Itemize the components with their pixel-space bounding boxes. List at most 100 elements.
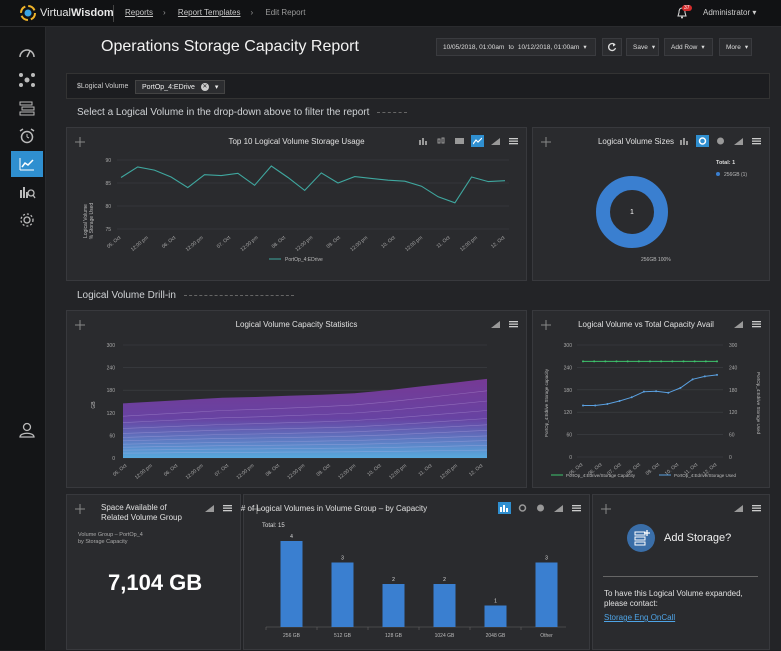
bar[interactable] [331, 562, 354, 628]
donut-chart-icon[interactable] [696, 135, 709, 147]
x-tick-label: 12:00 pm [134, 463, 154, 481]
move-handle-icon[interactable] [601, 504, 611, 514]
sidebar-item-alarms[interactable] [11, 123, 43, 149]
bar-chart-icon[interactable] [678, 135, 691, 147]
user-menu[interactable]: Administrator ▾ [703, 8, 756, 17]
used-line [583, 374, 718, 406]
sidebar-item-inventory[interactable] [11, 95, 43, 121]
x-tick-label: 08. Oct [271, 235, 288, 250]
clear-icon[interactable]: ✕ [200, 83, 209, 91]
move-handle-icon[interactable] [541, 137, 551, 147]
chevron-down-icon[interactable]: ▾ [214, 84, 219, 91]
move-handle-icon[interactable] [541, 320, 551, 330]
y-tick-label: 80 [105, 204, 111, 210]
panel-add-storage [592, 494, 770, 650]
area-chart-icon[interactable] [732, 135, 745, 147]
storage-eng-oncall-link[interactable]: Storage Eng OnCall [604, 613, 676, 622]
data-point [649, 360, 651, 363]
data-point [682, 360, 685, 363]
area-chart-icon[interactable] [203, 502, 216, 514]
sidebar-item-analytics[interactable] [11, 179, 43, 205]
menu-icon[interactable] [507, 318, 520, 330]
total-label: Total: 15 [262, 523, 285, 529]
sidebar-item-dashboard[interactable] [11, 39, 43, 65]
breadcrumb-report-templates[interactable]: Report Templates [177, 8, 241, 17]
bar-value-label: 3 [545, 556, 548, 562]
y-tick-label: 0 [112, 456, 115, 462]
move-handle-icon[interactable] [75, 504, 85, 514]
chevron-down-icon: ▾ [744, 44, 749, 51]
sidebar-item-reports[interactable] [11, 151, 43, 177]
hint-text: Select a Logical Volume in the drop-down… [77, 107, 408, 118]
menu-icon[interactable] [507, 135, 520, 147]
x-tick-label: 12:00 pm [459, 235, 479, 253]
data-point [691, 378, 694, 381]
legend-used: PortOp_4:Edrive/Storage Used [674, 473, 737, 478]
x-tick-label: 11. Oct [418, 463, 434, 478]
space-available-value: 7,104 GB [108, 570, 203, 595]
sidebar-item-topology[interactable] [11, 67, 43, 93]
save-button[interactable]: Save ▾ [626, 38, 659, 56]
refresh-button[interactable] [602, 38, 622, 56]
user-name: Administrator [703, 8, 751, 17]
data-point [704, 360, 707, 363]
more-button[interactable]: More ▾ [719, 38, 752, 56]
logical-volume-select[interactable]: PortOp_4:EDrive ✕ ▾ [135, 80, 226, 94]
y-tick-label-left: 60 [566, 433, 572, 439]
bar[interactable] [382, 584, 405, 627]
y-tick-label-right: 0 [729, 455, 732, 461]
pie-chart-icon[interactable] [714, 135, 727, 147]
menu-icon[interactable] [221, 502, 234, 514]
data-point [716, 360, 718, 363]
menu-icon[interactable] [750, 318, 763, 330]
vs-total-line-chart: PortOp_4:Edrive Storage capacity PortOp_… [544, 343, 761, 478]
network-icon [19, 73, 35, 87]
area-chart-icon[interactable] [732, 318, 745, 330]
data-point [671, 360, 674, 363]
bar-chart-icon[interactable] [417, 135, 430, 147]
sidebar-item-settings[interactable] [11, 207, 43, 233]
area-chart-icon[interactable] [732, 502, 745, 514]
sidebar-item-profile[interactable] [11, 417, 43, 443]
menu-icon[interactable] [750, 502, 763, 514]
donut-slice [596, 176, 668, 248]
x-tick-label: 12:00 pm [130, 235, 150, 253]
move-handle-icon[interactable] [75, 137, 85, 147]
line-chart-icon[interactable] [471, 135, 484, 147]
breadcrumb-reports[interactable]: Reports [125, 8, 154, 17]
x-tick-label: 06. Oct [161, 235, 178, 250]
menu-icon[interactable] [750, 135, 763, 147]
move-handle-icon[interactable] [252, 504, 262, 514]
x-tick-label: 09. Oct [645, 462, 662, 477]
bar[interactable] [280, 541, 303, 627]
bar-chart-icon[interactable] [498, 502, 511, 514]
breadcrumb: Reports › Report Templates › Edit Report [125, 8, 306, 17]
virtualwisdom-logo-icon[interactable] [20, 5, 36, 21]
date-to-label: to [508, 43, 514, 51]
panel-vs-total: Logical Volume vs Total Capacity Avail P… [532, 310, 770, 488]
area-chart-icon[interactable] [489, 135, 502, 147]
total-label: Total: 1 [716, 160, 735, 166]
donut-chart-icon[interactable] [516, 502, 529, 514]
data-point [667, 391, 670, 394]
move-handle-icon[interactable] [75, 320, 85, 330]
area-chart-icon[interactable] [489, 318, 502, 330]
divider [603, 576, 758, 577]
table-icon[interactable] [453, 135, 466, 147]
menu-icon[interactable] [570, 502, 583, 514]
bar[interactable] [484, 605, 507, 628]
x-tick-label: 2048 GB [486, 633, 506, 639]
bar[interactable] [433, 584, 456, 627]
panel-title: Logical Volume Sizes [597, 137, 675, 146]
x-tick-label: Other [540, 633, 553, 639]
box-plot-icon[interactable] [435, 135, 448, 147]
pie-chart-icon[interactable] [534, 502, 547, 514]
date-range-picker[interactable]: 10/05/2018, 01:00am to 10/12/2018, 01:00… [436, 38, 596, 56]
data-point [642, 390, 645, 393]
area-chart-icon[interactable] [552, 502, 565, 514]
date-to: 10/12/2018, 01:00am [517, 43, 580, 51]
x-tick-label: 09. Oct [326, 235, 343, 250]
add-row-button[interactable]: Add Row ▾ [664, 38, 713, 56]
bar[interactable] [535, 562, 558, 628]
sizes-donut-chart: 1 Total: 1 256GB (1) 256GB 100% [596, 160, 747, 263]
